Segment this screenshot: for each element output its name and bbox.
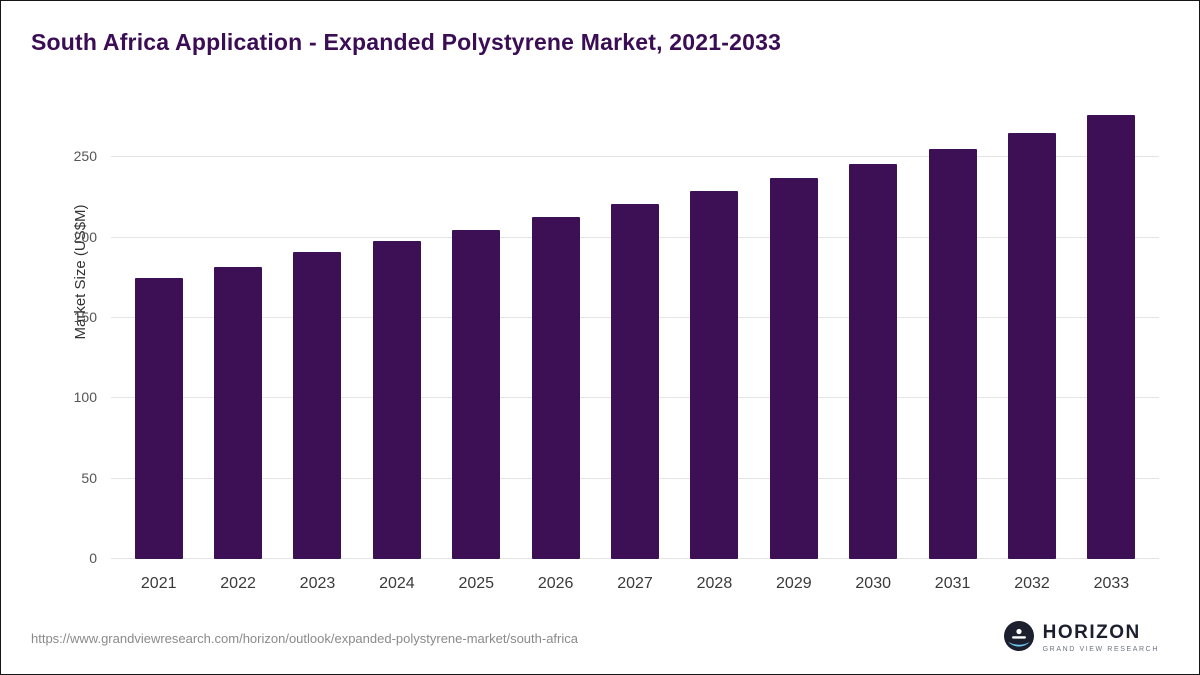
bar-2031[interactable] — [928, 149, 977, 559]
x-tick-label-2027: 2027 — [617, 575, 653, 592]
x-tick-label-2021: 2021 — [140, 575, 177, 592]
bar-col-2027: 2027 — [595, 101, 674, 592]
x-tick-label-2030: 2030 — [855, 575, 891, 592]
bar-2028[interactable] — [690, 191, 739, 559]
bar-2027[interactable] — [611, 203, 660, 559]
bar-2033[interactable] — [1087, 115, 1136, 559]
logo-name: HORIZON — [1042, 622, 1141, 644]
x-tick-label-2023: 2023 — [299, 575, 336, 592]
bar-col-2021: 2021 — [119, 101, 198, 592]
bar-col-2026: 2026 — [516, 101, 595, 592]
y-tick-label: 100 — [73, 389, 97, 406]
bar-2022[interactable] — [214, 266, 263, 559]
bar-col-2025: 2025 — [437, 101, 516, 592]
y-tick-label: 200 — [73, 228, 97, 245]
x-tick-label-2024: 2024 — [379, 575, 415, 592]
x-tick-label-2025: 2025 — [458, 575, 495, 592]
x-tick-label-2026: 2026 — [537, 575, 574, 592]
y-tick-label: 0 — [89, 550, 97, 566]
bar-2025[interactable] — [452, 229, 501, 559]
bars-container: 2021 2022 2023 2024 2025 2026 2027 2028 2029 2030… — [111, 101, 1159, 592]
x-tick-label-2028: 2028 — [696, 575, 733, 592]
gridline-250: 250 — [74, 148, 1159, 164]
y-tick-label: 150 — [73, 308, 97, 325]
bar-2029[interactable] — [769, 178, 818, 559]
bar-2023[interactable] — [293, 252, 342, 559]
bar-2024[interactable] — [372, 240, 421, 559]
bar-col-2022: 2022 — [198, 101, 277, 592]
bar-col-2028: 2028 — [675, 101, 754, 592]
horizon-logo: HORIZON GRAND VIEW RESEARCH — [1003, 621, 1159, 656]
x-tick-label-2029: 2029 — [776, 575, 812, 592]
bar-2026[interactable] — [531, 216, 580, 559]
x-tick-label-2031: 2031 — [934, 575, 971, 592]
bar-2030[interactable] — [849, 163, 898, 559]
y-tick-label: 250 — [73, 148, 97, 165]
x-tick-label-2033: 2033 — [1093, 575, 1130, 592]
x-tick-label-2032: 2032 — [1014, 575, 1050, 592]
y-tick-label: 50 — [81, 469, 97, 486]
bar-col-2030: 2030 — [834, 101, 913, 592]
bar-col-2029: 2029 — [754, 101, 833, 592]
chart-title: South Africa Application - Expanded Poly… — [31, 29, 782, 55]
bar-2021[interactable] — [134, 277, 183, 559]
logo-subtitle: GRAND VIEW RESEARCH — [1042, 646, 1159, 654]
plot-area: 0 50 100 150 200 250 2021 2022 2023 2024 2025 2026 2… — [74, 101, 1159, 592]
bar-2032[interactable] — [1007, 133, 1056, 559]
x-tick-label-2022: 2022 — [220, 575, 256, 592]
bar-col-2031: 2031 — [913, 101, 992, 592]
bar-col-2033: 2033 — [1072, 101, 1151, 592]
bar-col-2024: 2024 — [357, 101, 436, 592]
source-url: https://www.grandviewresearch.com/horizo… — [31, 631, 578, 646]
bar-col-2032: 2032 — [992, 101, 1071, 592]
bar-col-2023: 2023 — [278, 101, 357, 592]
horizon-logo-icon — [1003, 621, 1034, 656]
